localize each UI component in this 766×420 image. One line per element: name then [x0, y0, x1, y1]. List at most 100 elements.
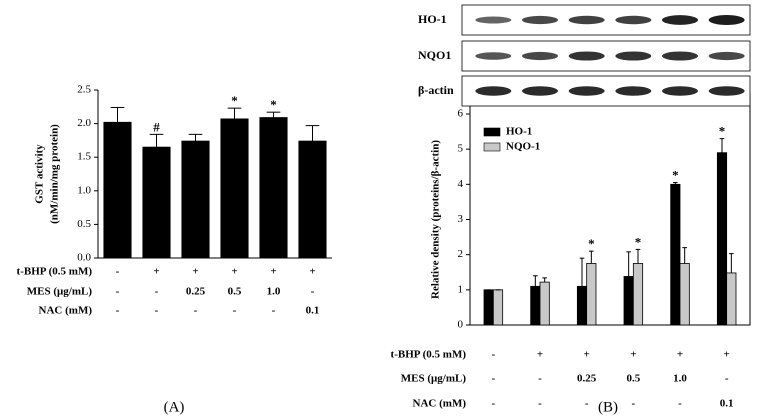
condition-cell: - — [272, 305, 276, 317]
condition-cell: + — [584, 349, 590, 361]
blot-band — [662, 15, 698, 25]
condition-cell: - — [491, 349, 495, 361]
condition-cell: - — [491, 398, 495, 410]
y-tick-label: 2.5 — [77, 84, 91, 96]
condition-cell: 1.0 — [673, 373, 687, 385]
bar — [181, 140, 210, 259]
condition-cell: 0.25 — [186, 286, 206, 298]
blot-band — [662, 51, 698, 61]
blot-band — [615, 51, 652, 61]
y-tick-label: 2 — [458, 248, 464, 260]
significance-mark: # — [153, 119, 160, 134]
y-axis-label: Relative density (proteins/β-actin) — [430, 140, 442, 299]
bar — [670, 183, 681, 326]
bar — [726, 272, 737, 326]
y-tick-label: 1 — [458, 283, 464, 295]
condition-label: t-BHP (0.5 mM) — [391, 349, 467, 361]
condition-cell: + — [630, 349, 636, 361]
condition-cell: 0.1 — [720, 398, 734, 410]
blot-band — [475, 52, 512, 60]
condition-cell: - — [585, 398, 589, 410]
y-axis-label: GST activity — [34, 144, 46, 204]
blot-band — [522, 86, 558, 96]
y-axis-label: (nM/min/mg protein) — [49, 124, 61, 224]
blot-band — [475, 86, 512, 96]
condition-cell: + — [537, 349, 543, 361]
condition-cell: - — [538, 373, 542, 385]
condition-cell: + — [270, 266, 276, 278]
bar — [259, 117, 288, 259]
condition-cell: - — [725, 373, 729, 385]
significance-mark: * — [588, 236, 595, 251]
condition-cell: 0.1 — [306, 305, 320, 317]
blot-band — [708, 15, 745, 25]
bar — [716, 152, 728, 326]
condition-cell: - — [678, 398, 682, 410]
condition-label: t-BHP (0.5 mM) — [17, 266, 93, 278]
condition-cell: + — [677, 349, 683, 361]
condition-cell: 0.5 — [228, 286, 242, 298]
condition-cell: - — [194, 305, 198, 317]
condition-cell: 0.25 — [577, 373, 597, 385]
significance-mark: * — [635, 234, 642, 249]
condition-cell: - — [311, 286, 315, 298]
blot-band — [475, 16, 512, 24]
blot-band — [568, 51, 605, 61]
blot-label: HO-1 — [418, 12, 447, 26]
y-tick-label: 6 — [458, 108, 464, 120]
bar — [623, 276, 634, 326]
bar — [298, 140, 327, 259]
condition-cell: - — [155, 286, 159, 298]
bar — [492, 289, 504, 326]
condition-cell: + — [153, 266, 159, 278]
condition-label: NAC (mM) — [39, 305, 93, 317]
blot-band — [568, 86, 605, 96]
bar — [586, 263, 597, 326]
legend-label: NQO-1 — [506, 141, 540, 153]
panel-label: (A) — [164, 399, 185, 415]
bar — [103, 121, 132, 259]
blot-band — [662, 86, 698, 96]
significance-mark: * — [719, 124, 726, 139]
condition-cell: - — [116, 286, 120, 298]
blot-label: NQO1 — [418, 48, 451, 62]
bar — [632, 263, 644, 326]
bar — [220, 118, 249, 259]
y-tick-label: 0.0 — [77, 252, 91, 264]
y-tick-label: 5 — [458, 143, 464, 155]
y-tick-label: 0 — [458, 319, 464, 331]
significance-mark: * — [270, 97, 277, 112]
legend-swatch — [483, 127, 501, 137]
blot-band — [568, 15, 605, 25]
panel-label: (B) — [598, 399, 618, 415]
blot-band — [615, 15, 652, 25]
condition-label: MES (μg/mL) — [401, 373, 467, 385]
condition-cell: 1.0 — [267, 286, 281, 298]
condition-cell: - — [233, 305, 237, 317]
bar — [576, 285, 588, 326]
bar — [679, 263, 690, 326]
significance-mark: * — [231, 93, 238, 108]
condition-cell: + — [192, 266, 198, 278]
blot-band — [708, 51, 745, 61]
condition-cell: 0.5 — [626, 373, 640, 385]
y-tick-label: 4 — [458, 178, 464, 190]
condition-cell: + — [309, 266, 315, 278]
y-tick-label: 1.5 — [77, 151, 91, 163]
blot-band — [522, 51, 558, 61]
blot-band — [615, 86, 652, 96]
bar — [539, 281, 550, 326]
bar — [142, 146, 171, 259]
condition-cell: - — [155, 305, 159, 317]
condition-cell: - — [116, 305, 120, 317]
bar — [530, 285, 541, 326]
condition-cell: - — [631, 398, 635, 410]
y-tick-label: 3 — [458, 213, 464, 225]
condition-cell: - — [116, 266, 120, 278]
y-tick-label: 0.5 — [77, 218, 91, 230]
blot-band — [522, 15, 558, 25]
condition-cell: - — [491, 373, 495, 385]
condition-cell: - — [538, 398, 542, 410]
significance-mark: * — [672, 168, 679, 183]
